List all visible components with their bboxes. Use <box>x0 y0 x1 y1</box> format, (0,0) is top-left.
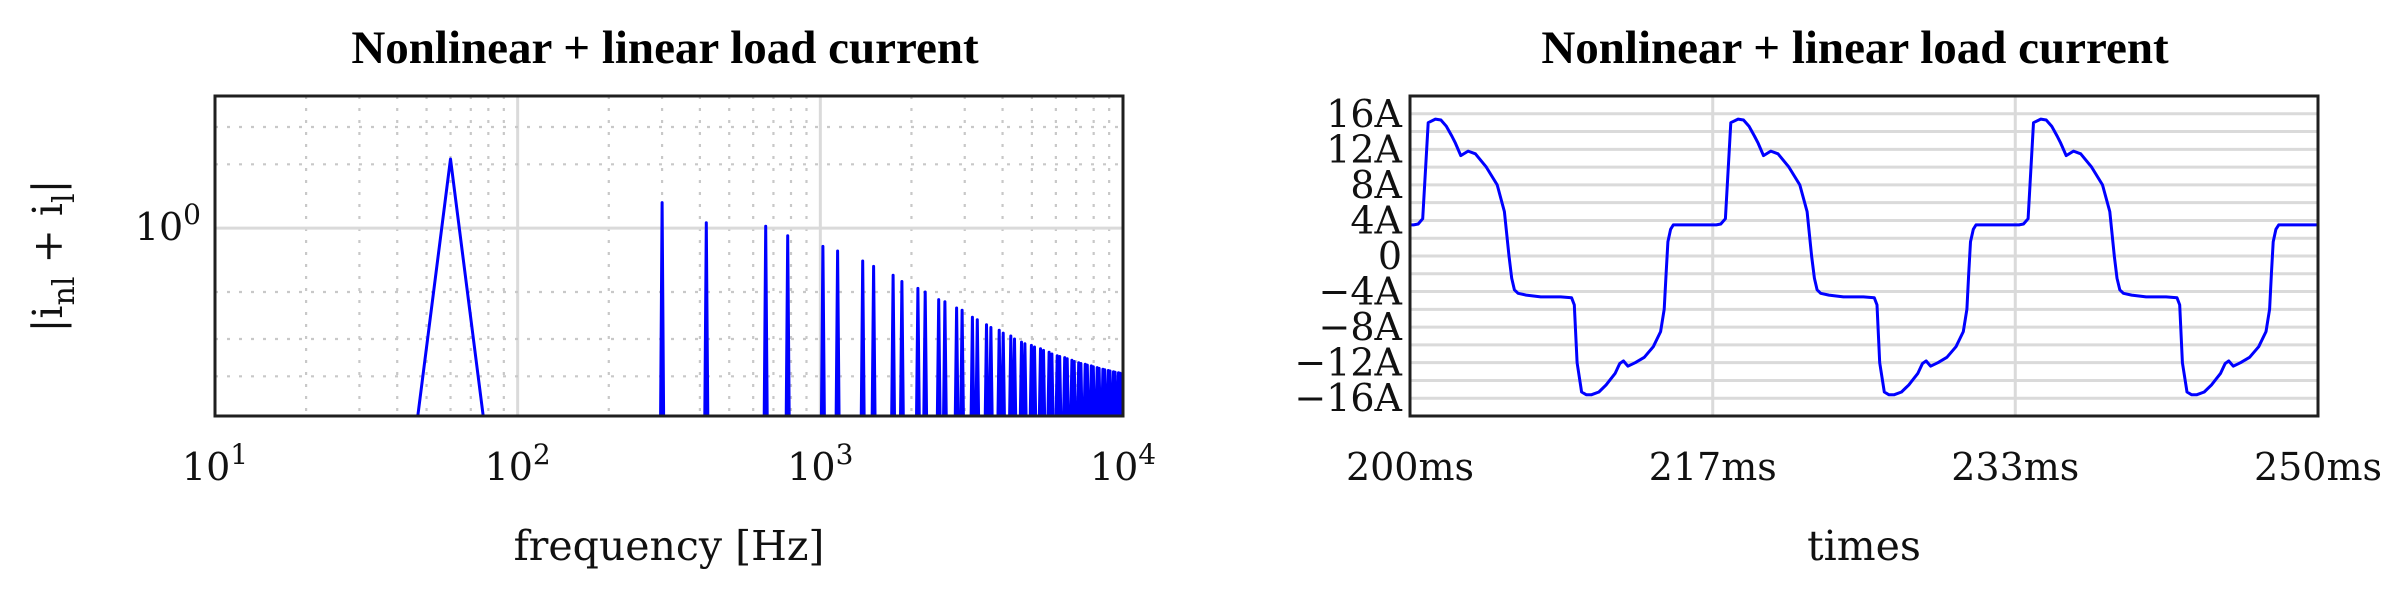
spectrum-plot-frame <box>213 94 1125 418</box>
x-tick-label: 217ms <box>1649 445 1777 489</box>
y-tick-label: 8A <box>1350 163 1402 207</box>
y-tick-label: −8A <box>1319 305 1403 349</box>
waveform-chart-title: Nonlinear + linear load current <box>1541 22 2169 74</box>
y-tick-label: −16A <box>1294 376 1402 420</box>
y-tick-label: 16A <box>1326 92 1402 136</box>
spectrum-chart: Nonlinear + linear load current 101 102 10… <box>24 22 1156 570</box>
x-tick-label: 103 <box>787 438 853 489</box>
y-tick-label: 12A <box>1326 127 1402 171</box>
x-tick-label: 233ms <box>1951 445 2079 489</box>
x-tick-label: 101 <box>182 438 248 489</box>
waveform-x-tick-labels: 200ms 217ms 233ms 250ms <box>1346 445 2382 489</box>
waveform-chart: Nonlinear + linear load current 200ms 217… <box>1294 22 2382 570</box>
spectrum-chart-title: Nonlinear + linear load current <box>351 22 979 74</box>
spectrum-x-axis-label: frequency [Hz] <box>514 522 825 570</box>
x-tick-label: 200ms <box>1346 445 1474 489</box>
x-tick-label: 250ms <box>2254 445 2382 489</box>
waveform-x-axis-label: times <box>1807 522 1921 570</box>
y-tick-label: 0 <box>1378 234 1402 278</box>
waveform-line <box>1410 117 2318 397</box>
spectrum-x-tick-labels: 101 102 103 104 <box>182 438 1156 489</box>
spectrum-line <box>416 157 1123 416</box>
y-tick-label: −12A <box>1294 341 1402 385</box>
x-tick-label: 104 <box>1090 438 1156 489</box>
waveform-grid <box>1408 96 2320 416</box>
waveform-plot-frame <box>1408 94 2320 418</box>
y-tick-label: 100 <box>135 198 201 249</box>
spectrum-y-axis-label: |inl + il| <box>24 180 82 333</box>
spectrum-series <box>416 157 1123 416</box>
y-tick-label: 4A <box>1350 198 1402 242</box>
waveform-series <box>1410 117 2318 397</box>
y-tick-label: −4A <box>1319 270 1403 314</box>
x-tick-label: 102 <box>485 438 551 489</box>
spectrum-y-tick-labels: 100 <box>135 198 201 249</box>
